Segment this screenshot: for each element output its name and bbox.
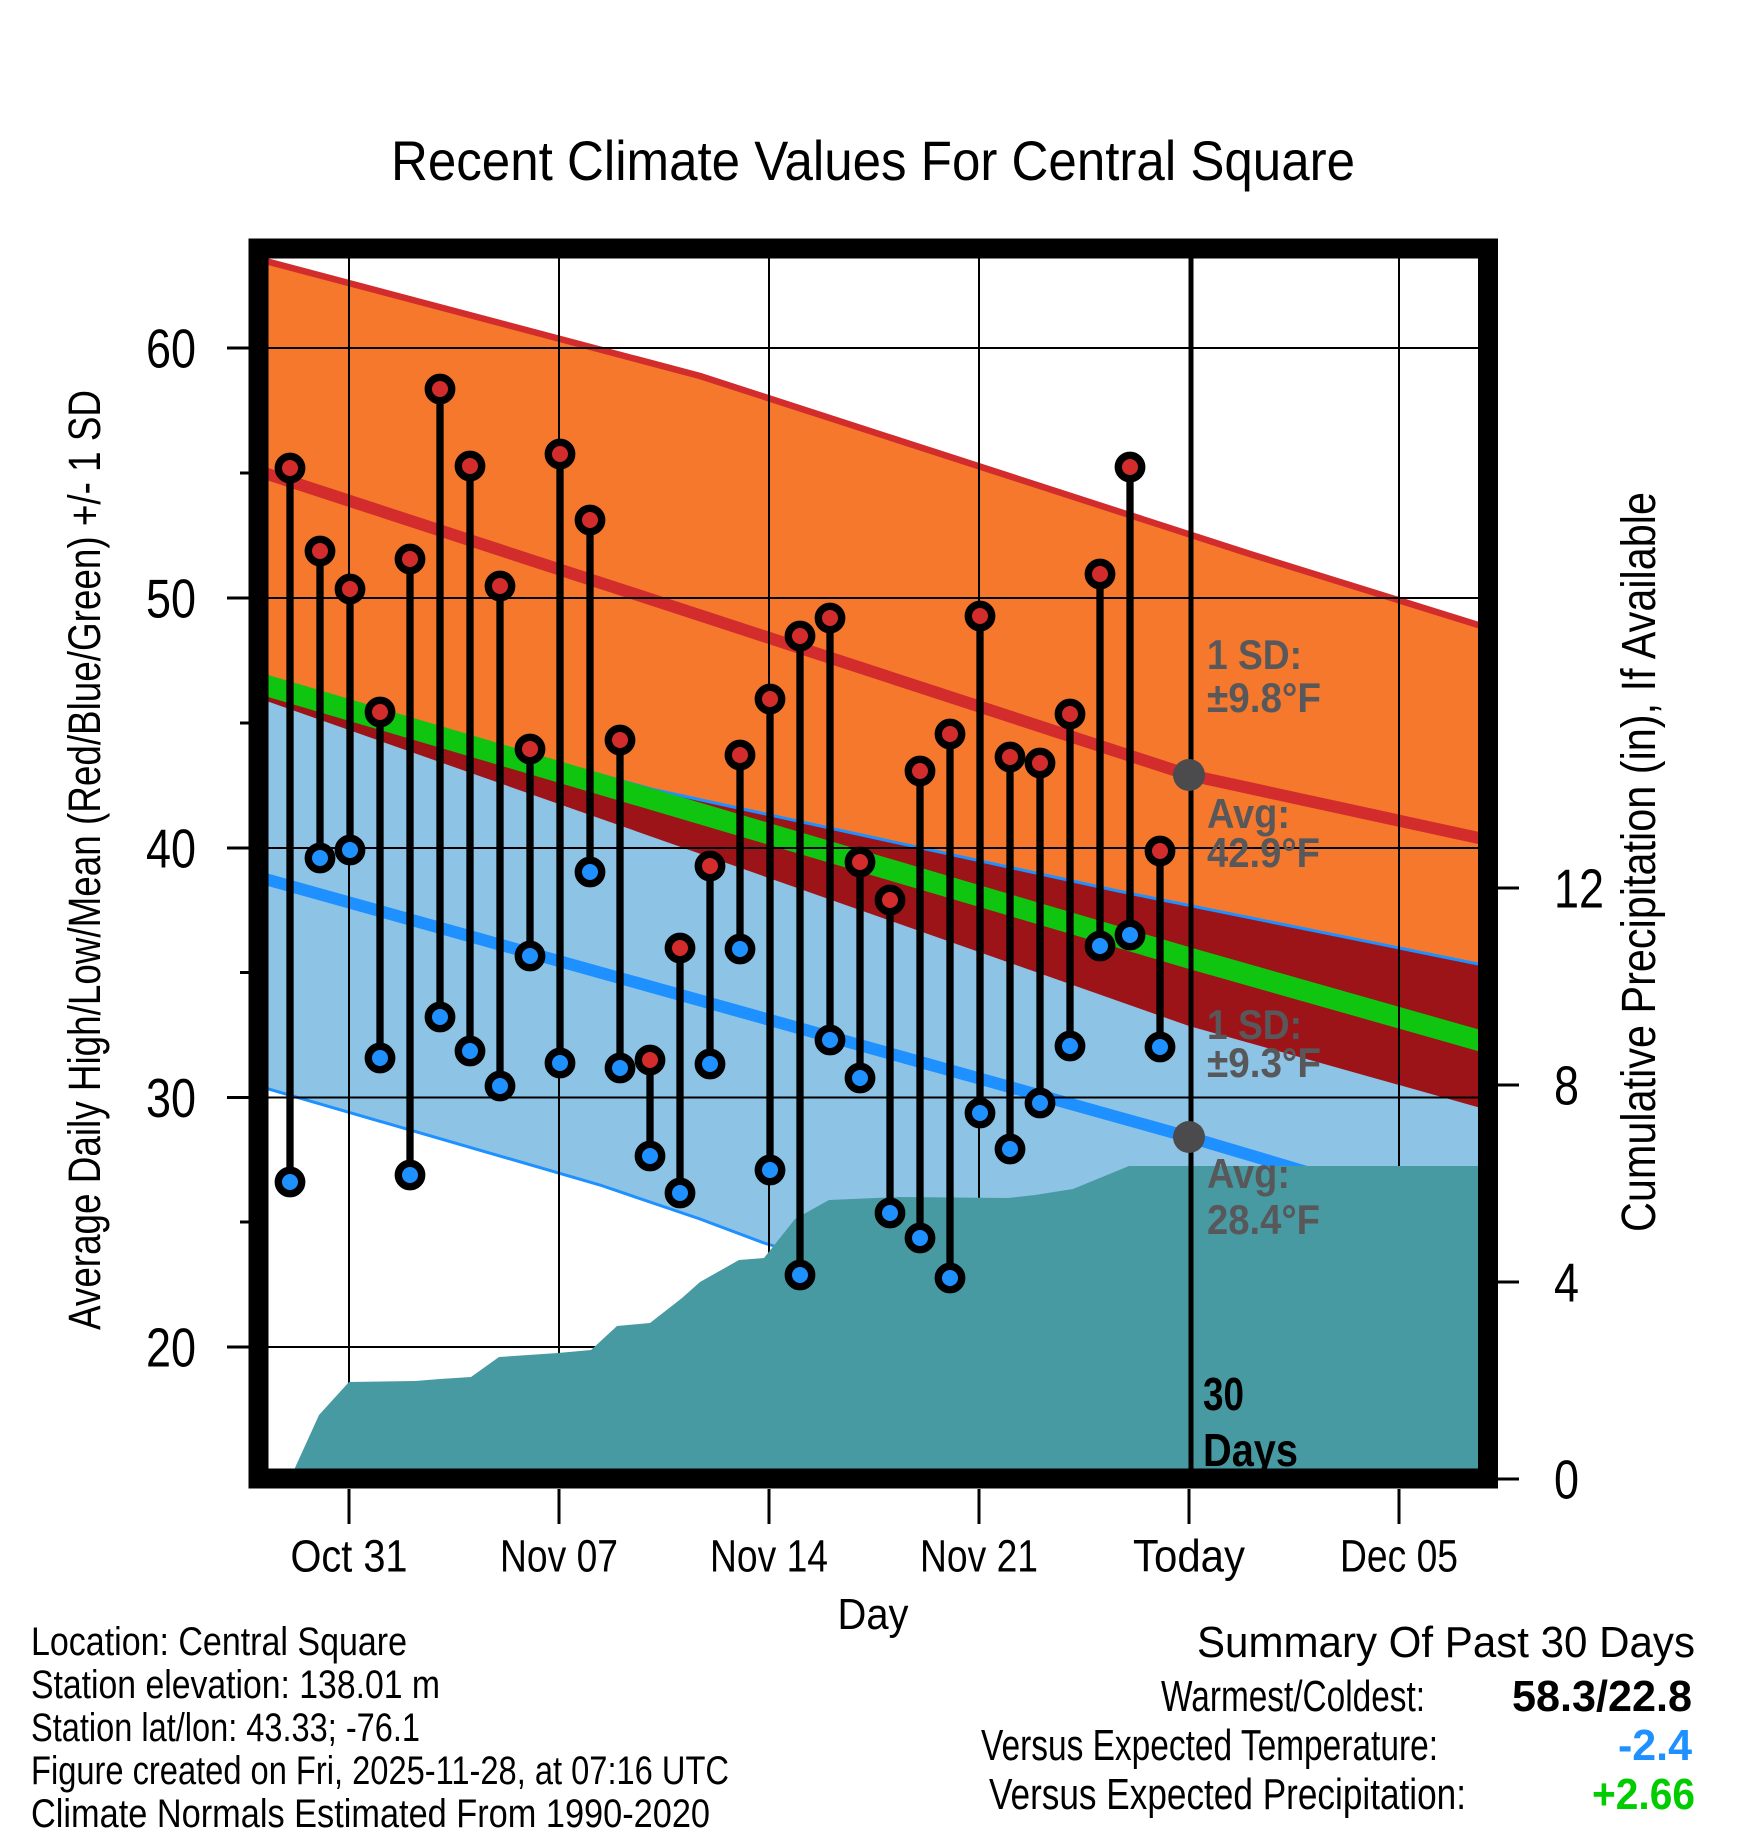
svg-text:30: 30 [1203,1368,1244,1420]
svg-text:Average Daily High/Low/Mean (R: Average Daily High/Low/Mean (Red/Blue/Gr… [59,390,110,1330]
svg-text:Days: Days [1203,1424,1298,1476]
svg-text:±9.3°F: ±9.3°F [1207,1039,1321,1086]
svg-text:±9.8°F: ±9.8°F [1207,674,1321,721]
svg-text:Figure created on Fri, 2025-11: Figure created on Fri, 2025-11-28, at 07… [31,1749,729,1793]
svg-text:4: 4 [1554,1252,1579,1314]
svg-text:Recent Climate Values For Cent: Recent Climate Values For Central Square [391,129,1355,192]
svg-text:+2.66: +2.66 [1592,1770,1695,1819]
svg-text:12: 12 [1554,858,1604,920]
svg-text:40: 40 [146,818,196,880]
svg-text:Day: Day [838,1590,909,1639]
svg-text:42.9°F: 42.9°F [1207,829,1320,876]
svg-text:Versus Expected Temperature:: Versus Expected Temperature: [981,1721,1438,1770]
svg-text:Warmest/Coldest:: Warmest/Coldest: [1161,1672,1425,1721]
svg-text:Summary Of Past 30 Days: Summary Of Past 30 Days [1197,1618,1695,1667]
svg-text:Station lat/lon: 43.33; -76.1: Station lat/lon: 43.33; -76.1 [31,1706,420,1750]
svg-text:Nov 07: Nov 07 [500,1531,618,1582]
svg-text:50: 50 [146,568,196,630]
svg-text:Oct 31: Oct 31 [291,1531,408,1582]
svg-text:0: 0 [1554,1449,1579,1511]
svg-text:60: 60 [146,318,196,380]
svg-text:8: 8 [1554,1055,1579,1117]
svg-text:Avg:: Avg: [1207,790,1290,837]
svg-text:Location: Central Square: Location: Central Square [31,1620,407,1664]
svg-text:58.3/22.8: 58.3/22.8 [1512,1672,1692,1721]
svg-text:Avg:: Avg: [1207,1150,1290,1197]
svg-text:Nov 14: Nov 14 [710,1531,828,1582]
svg-text:Station elevation: 138.01 m: Station elevation: 138.01 m [31,1663,440,1707]
svg-text:20: 20 [146,1317,196,1379]
svg-text:Dec 05: Dec 05 [1340,1531,1458,1582]
svg-text:Climate Normals Estimated From: Climate Normals Estimated From 1990-2020 [31,1792,710,1828]
svg-text:Today: Today [1133,1531,1245,1582]
svg-text:28.4°F: 28.4°F [1207,1196,1320,1243]
svg-text:-2.4: -2.4 [1618,1721,1693,1770]
svg-text:Cumulative Precipitation (in),: Cumulative Precipitation (in), If Availa… [1613,492,1666,1232]
svg-text:Nov 21: Nov 21 [920,1531,1038,1582]
svg-text:Versus Expected Precipitation:: Versus Expected Precipitation: [989,1770,1466,1819]
svg-text:1 SD:: 1 SD: [1207,631,1302,678]
svg-text:1 SD:: 1 SD: [1207,1001,1302,1048]
svg-text:30: 30 [146,1067,196,1129]
